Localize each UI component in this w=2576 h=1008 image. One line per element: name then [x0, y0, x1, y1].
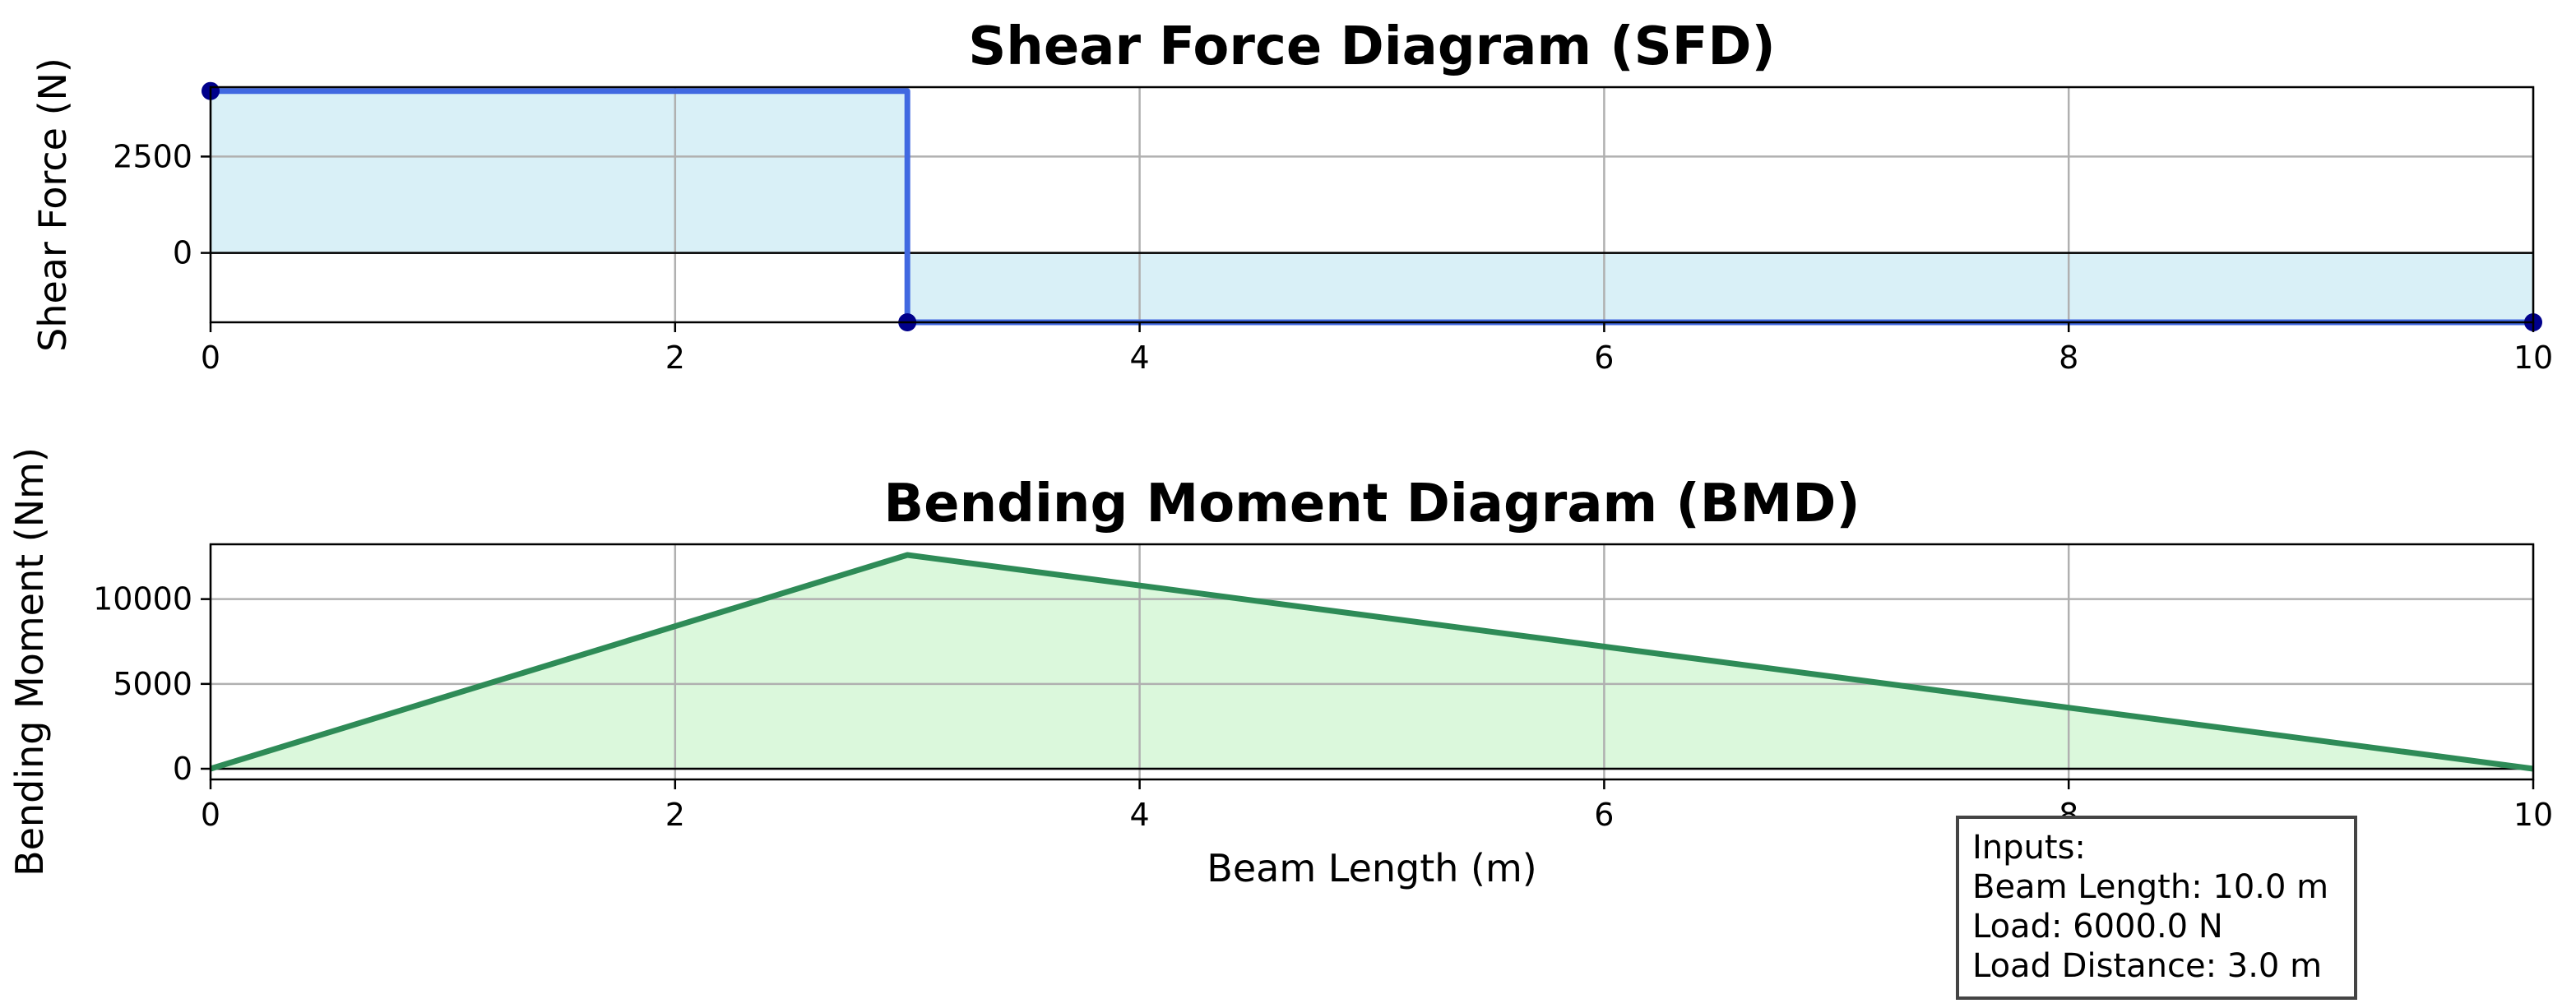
bmd-x-axis-label: Beam Length (m) [1207, 846, 1536, 890]
sfd-y-tick-label: 2500 [113, 138, 192, 174]
bmd-x-tick-label: 0 [201, 797, 220, 833]
sfd-axes: Shear Force Diagram (SFD) Shear Force (N)… [30, 16, 2553, 376]
bmd-y-axis-label: Bending Moment (Nm) [7, 447, 52, 876]
bmd-y-tick-label: 5000 [113, 666, 192, 702]
bmd-title: Bending Moment Diagram (BMD) [883, 474, 1860, 534]
sfd-x-tick-label: 8 [2059, 340, 2078, 376]
bmd-y-tick-label: 0 [173, 751, 192, 787]
sfd-x-tick-label: 0 [201, 340, 220, 376]
bmd-y-tick-label: 10000 [93, 581, 192, 617]
sfd-x-tick-label: 10 [2513, 340, 2553, 376]
sfd-x-tick-label: 4 [1130, 340, 1150, 376]
sfd-x-tick-label: 2 [665, 340, 685, 376]
sfd-y-tick-label: 0 [173, 235, 192, 271]
sfd-axes-frame [209, 86, 2535, 324]
inputs-box-line: Inputs: [1972, 829, 2086, 867]
sfd-x-tick-label: 6 [1594, 340, 1614, 376]
sfd-title: Shear Force Diagram (SFD) [968, 16, 1776, 77]
bmd-fill-area [211, 555, 2533, 769]
bmd-x-tick-label: 4 [1130, 797, 1150, 833]
bmd-series-line [209, 552, 2534, 772]
inputs-box-line: Load: 6000.0 N [1972, 908, 2223, 946]
bmd-x-tick-label: 6 [1594, 797, 1614, 833]
bmd-x-tick-label: 2 [665, 797, 685, 833]
bmd-axes-frame [209, 543, 2535, 781]
bmd-axes: Bending Moment Diagram (BMD) Bending Mome… [7, 447, 2553, 890]
inputs-box-frame [1956, 816, 2357, 1000]
sfd-fill-area [211, 90, 2533, 322]
inputs-box-line: Load Distance: 3.0 m [1972, 947, 2322, 985]
inputs-box-line: Beam Length: 10.0 m [1972, 868, 2328, 906]
bmd-x-tick-label: 10 [2513, 797, 2553, 833]
sfd-y-axis-label: Shear Force (N) [30, 58, 75, 352]
